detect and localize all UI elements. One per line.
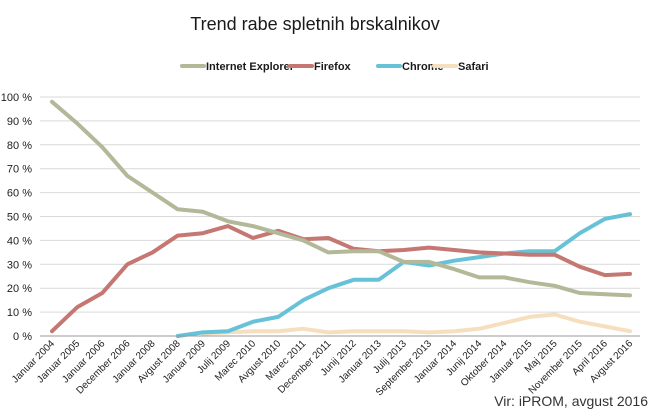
y-tick-label: 50 % [7,212,32,224]
legend-label: Chrome [402,61,444,73]
legend-label: Safari [458,61,489,73]
y-tick-label: 80 % [7,140,32,152]
y-tick-label: 30 % [7,259,32,271]
y-tick-label: 100 % [1,92,32,104]
gridlines [40,96,640,313]
y-axis-ticks: 0 % 10 % 20 % 30 % 40 % 50 % 60 % 70 % 80 % 90 % 1… [1,92,32,343]
series-line-firefox [50,224,632,334]
legend: Internet Explorer Firefox Chrome Safari [180,61,489,73]
y-tick-label: 0 % [13,331,32,343]
y-tick-label: 60 % [7,188,32,200]
y-tick-label: 10 % [7,307,32,319]
series-lines [50,99,632,338]
legend-label: Firefox [314,61,352,73]
y-tick-label: 20 % [7,283,32,295]
source-note: Vir: iPROM, avgust 2016 [494,393,648,409]
series-line-safari [200,312,632,336]
y-tick-label: 70 % [7,164,32,176]
y-tick-label: 90 % [7,116,32,128]
y-tick-label: 40 % [7,235,32,247]
series-line-internet-explorer [50,99,632,298]
legend-label: Internet Explorer [206,61,295,73]
chart-title: Trend rabe spletnih brskalnikov [190,14,439,34]
